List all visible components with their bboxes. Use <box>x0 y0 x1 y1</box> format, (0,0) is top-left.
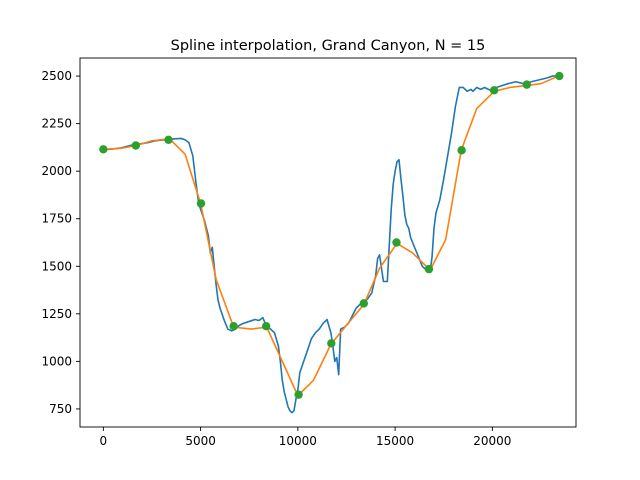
y-tick-label: 2000 <box>41 164 72 178</box>
y-tick-label: 1000 <box>41 354 72 368</box>
y-tick-label: 750 <box>49 402 72 416</box>
y-tick-label: 1500 <box>41 259 72 273</box>
sample-point <box>359 299 368 308</box>
chart-title: Spline interpolation, Grand Canyon, N = … <box>171 38 486 54</box>
sample-point <box>522 80 531 89</box>
axes-frame <box>79 57 577 428</box>
y-tick-label: 1250 <box>41 307 72 321</box>
x-tick-label: 0 <box>100 434 108 448</box>
sample-point <box>327 339 336 348</box>
x-tick-label: 20000 <box>473 434 511 448</box>
sample-point <box>457 146 466 155</box>
sample-point <box>131 141 141 150</box>
plot-area <box>99 71 564 414</box>
spline-interpolation-line <box>102 75 560 397</box>
x-tick-label: 5000 <box>185 434 216 448</box>
sample-point <box>555 71 564 81</box>
sample-point <box>164 135 173 144</box>
x-tick-label: 15000 <box>376 434 414 448</box>
sample-point <box>229 321 238 331</box>
sample-point <box>489 86 499 95</box>
y-tick-label: 2500 <box>41 69 72 83</box>
sample-point <box>294 390 303 399</box>
elevation-profile-line <box>102 75 560 414</box>
sample-point <box>196 199 206 208</box>
axes: 0 5000 10000 15000 20000 750 1000 1250 1500 1750 2… <box>41 57 577 448</box>
sample-point <box>392 238 401 247</box>
y-tick-label: 2250 <box>41 117 72 131</box>
sample-point <box>424 264 434 274</box>
y-tick-label: 1750 <box>41 212 72 226</box>
sample-point <box>261 321 271 331</box>
sample-point <box>99 145 108 154</box>
x-tick-label: 10000 <box>279 434 317 448</box>
